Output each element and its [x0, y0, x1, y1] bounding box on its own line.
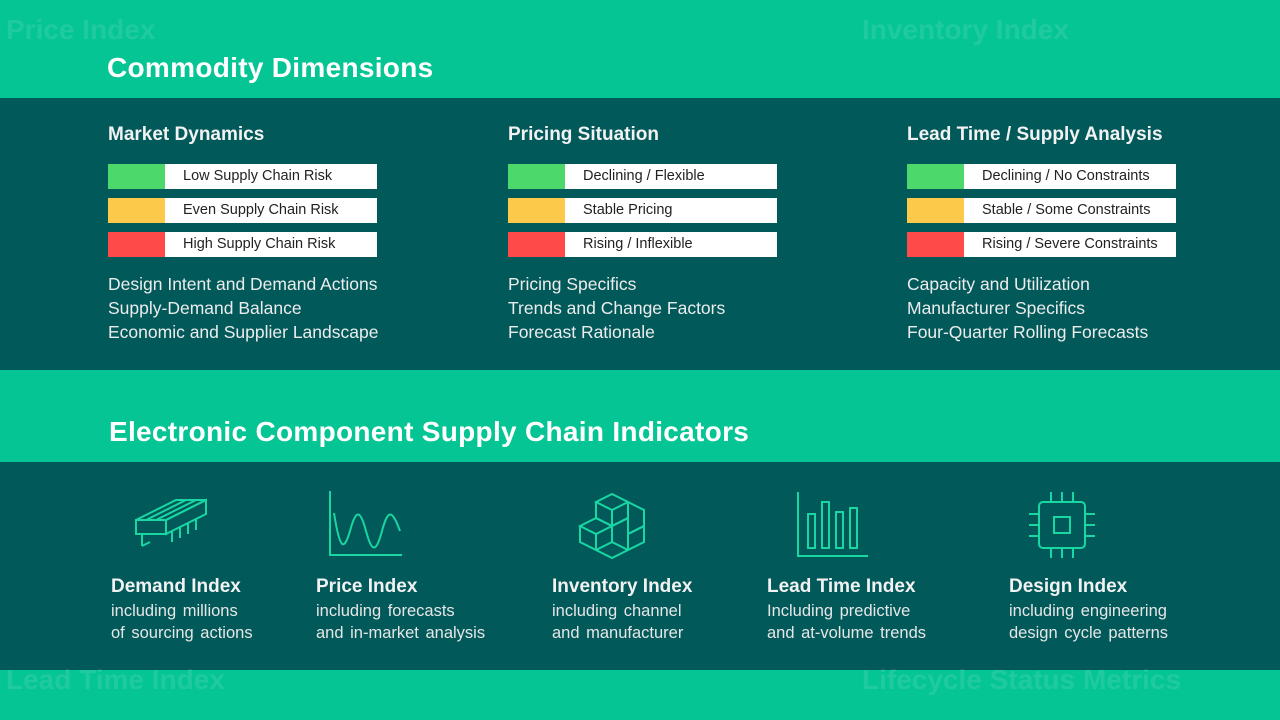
yellow-swatch [508, 198, 565, 223]
processor-icon [1027, 490, 1097, 560]
red-swatch [508, 232, 565, 257]
header-band [0, 0, 1280, 98]
legend-label: Declining / No Constraints [964, 164, 1176, 189]
demand-index-desc: including millions of sourcing actions [111, 600, 253, 644]
market-dynamics-column: Market Dynamics Low Supply Chain Risk Ev… [108, 124, 408, 344]
item-list: Design Intent and Demand Actions Supply-… [108, 272, 408, 344]
green-swatch [907, 164, 964, 189]
list-item: Four-Quarter Rolling Forecasts [907, 322, 1149, 342]
indicators-panel [0, 462, 1280, 670]
bar-chart-icon [796, 492, 870, 558]
desc-line: including forecasts [316, 602, 455, 620]
legend-rising: Rising / Severe Constraints [907, 232, 1176, 257]
list-item: Design Intent and Demand Actions [108, 274, 378, 294]
design-index-desc: including engineering design cycle patter… [1009, 600, 1168, 644]
desc-line: including engineering [1009, 602, 1167, 620]
legend-label: Low Supply Chain Risk [165, 164, 377, 189]
column-heading: Pricing Situation [508, 124, 659, 145]
wave-chart-icon [328, 491, 404, 557]
desc-line: and in-market analysis [316, 624, 486, 642]
list-item: Manufacturer Specifics [907, 298, 1085, 318]
background-word-price-index: Price Index [6, 14, 156, 45]
desc-line: and at-volume trends [767, 624, 927, 642]
legend-low: Low Supply Chain Risk [108, 164, 377, 189]
column-heading: Market Dynamics [108, 124, 265, 145]
legend-label: High Supply Chain Risk [165, 232, 377, 257]
red-swatch [907, 232, 964, 257]
legend-stable: Stable Pricing [508, 198, 777, 223]
indicators-band [0, 370, 1280, 462]
indicators-title: Electronic Component Supply Chain Indica… [109, 416, 750, 447]
yellow-swatch [108, 198, 165, 223]
list-item: Forecast Rationale [508, 322, 655, 342]
item-list: Pricing Specifics Trends and Change Fact… [508, 272, 808, 344]
desc-line: of sourcing actions [111, 624, 253, 642]
list-item: Capacity and Utilization [907, 274, 1090, 294]
item-list: Capacity and Utilization Manufacturer Sp… [907, 272, 1207, 344]
legend-rising: Rising / Inflexible [508, 232, 777, 257]
legend-label: Stable Pricing [565, 198, 777, 223]
legend-label: Declining / Flexible [565, 164, 777, 189]
legend-declining: Declining / Flexible [508, 164, 777, 189]
column-heading: Lead Time / Supply Analysis [907, 124, 1163, 145]
list-item: Supply-Demand Balance [108, 298, 302, 318]
commodity-title: Commodity Dimensions [107, 52, 434, 83]
inventory-index-desc: including channel and manufacturer [552, 600, 683, 644]
background-word-lead-time-index: Lead Time Index [6, 664, 225, 695]
legend-stable: Stable / Some Constraints [907, 198, 1176, 223]
pricing-situation-column: Pricing Situation Declining / Flexible S… [508, 124, 808, 344]
legend-declining: Declining / No Constraints [907, 164, 1176, 189]
lead-time-column: Lead Time / Supply Analysis Declining / … [907, 124, 1207, 344]
inventory-index-title: Inventory Index [552, 576, 693, 597]
lead-time-index-title: Lead Time Index [767, 576, 916, 597]
red-swatch [108, 232, 165, 257]
legend-label: Rising / Inflexible [565, 232, 777, 257]
legend-label: Even Supply Chain Risk [165, 198, 377, 223]
list-item: Economic and Supplier Landscape [108, 322, 379, 342]
desc-line: design cycle patterns [1009, 624, 1169, 642]
background-word-lifecycle-status: Lifecycle Status Metrics [862, 664, 1182, 695]
demand-index-title: Demand Index [111, 576, 241, 597]
stacked-cubes-icon [578, 492, 646, 562]
price-index-desc: including forecasts and in-market analysi… [316, 600, 485, 644]
legend-high: High Supply Chain Risk [108, 232, 377, 257]
background-word-inventory-index: Inventory Index [862, 14, 1069, 45]
desc-line: Including predictive [767, 602, 911, 620]
yellow-swatch [907, 198, 964, 223]
design-index-title: Design Index [1009, 576, 1128, 597]
green-swatch [508, 164, 565, 189]
lead-time-index-desc: Including predictive and at-volume trends [767, 600, 926, 644]
price-index-title: Price Index [316, 576, 418, 597]
list-item: Pricing Specifics [508, 274, 637, 294]
desc-line: and manufacturer [552, 624, 684, 642]
green-swatch [108, 164, 165, 189]
legend-label: Rising / Severe Constraints [964, 232, 1176, 257]
chip-module-icon [132, 490, 208, 560]
desc-line: including channel [552, 602, 682, 620]
desc-line: including millions [111, 602, 238, 620]
legend-even: Even Supply Chain Risk [108, 198, 377, 223]
list-item: Trends and Change Factors [508, 298, 726, 318]
legend-label: Stable / Some Constraints [964, 198, 1176, 223]
